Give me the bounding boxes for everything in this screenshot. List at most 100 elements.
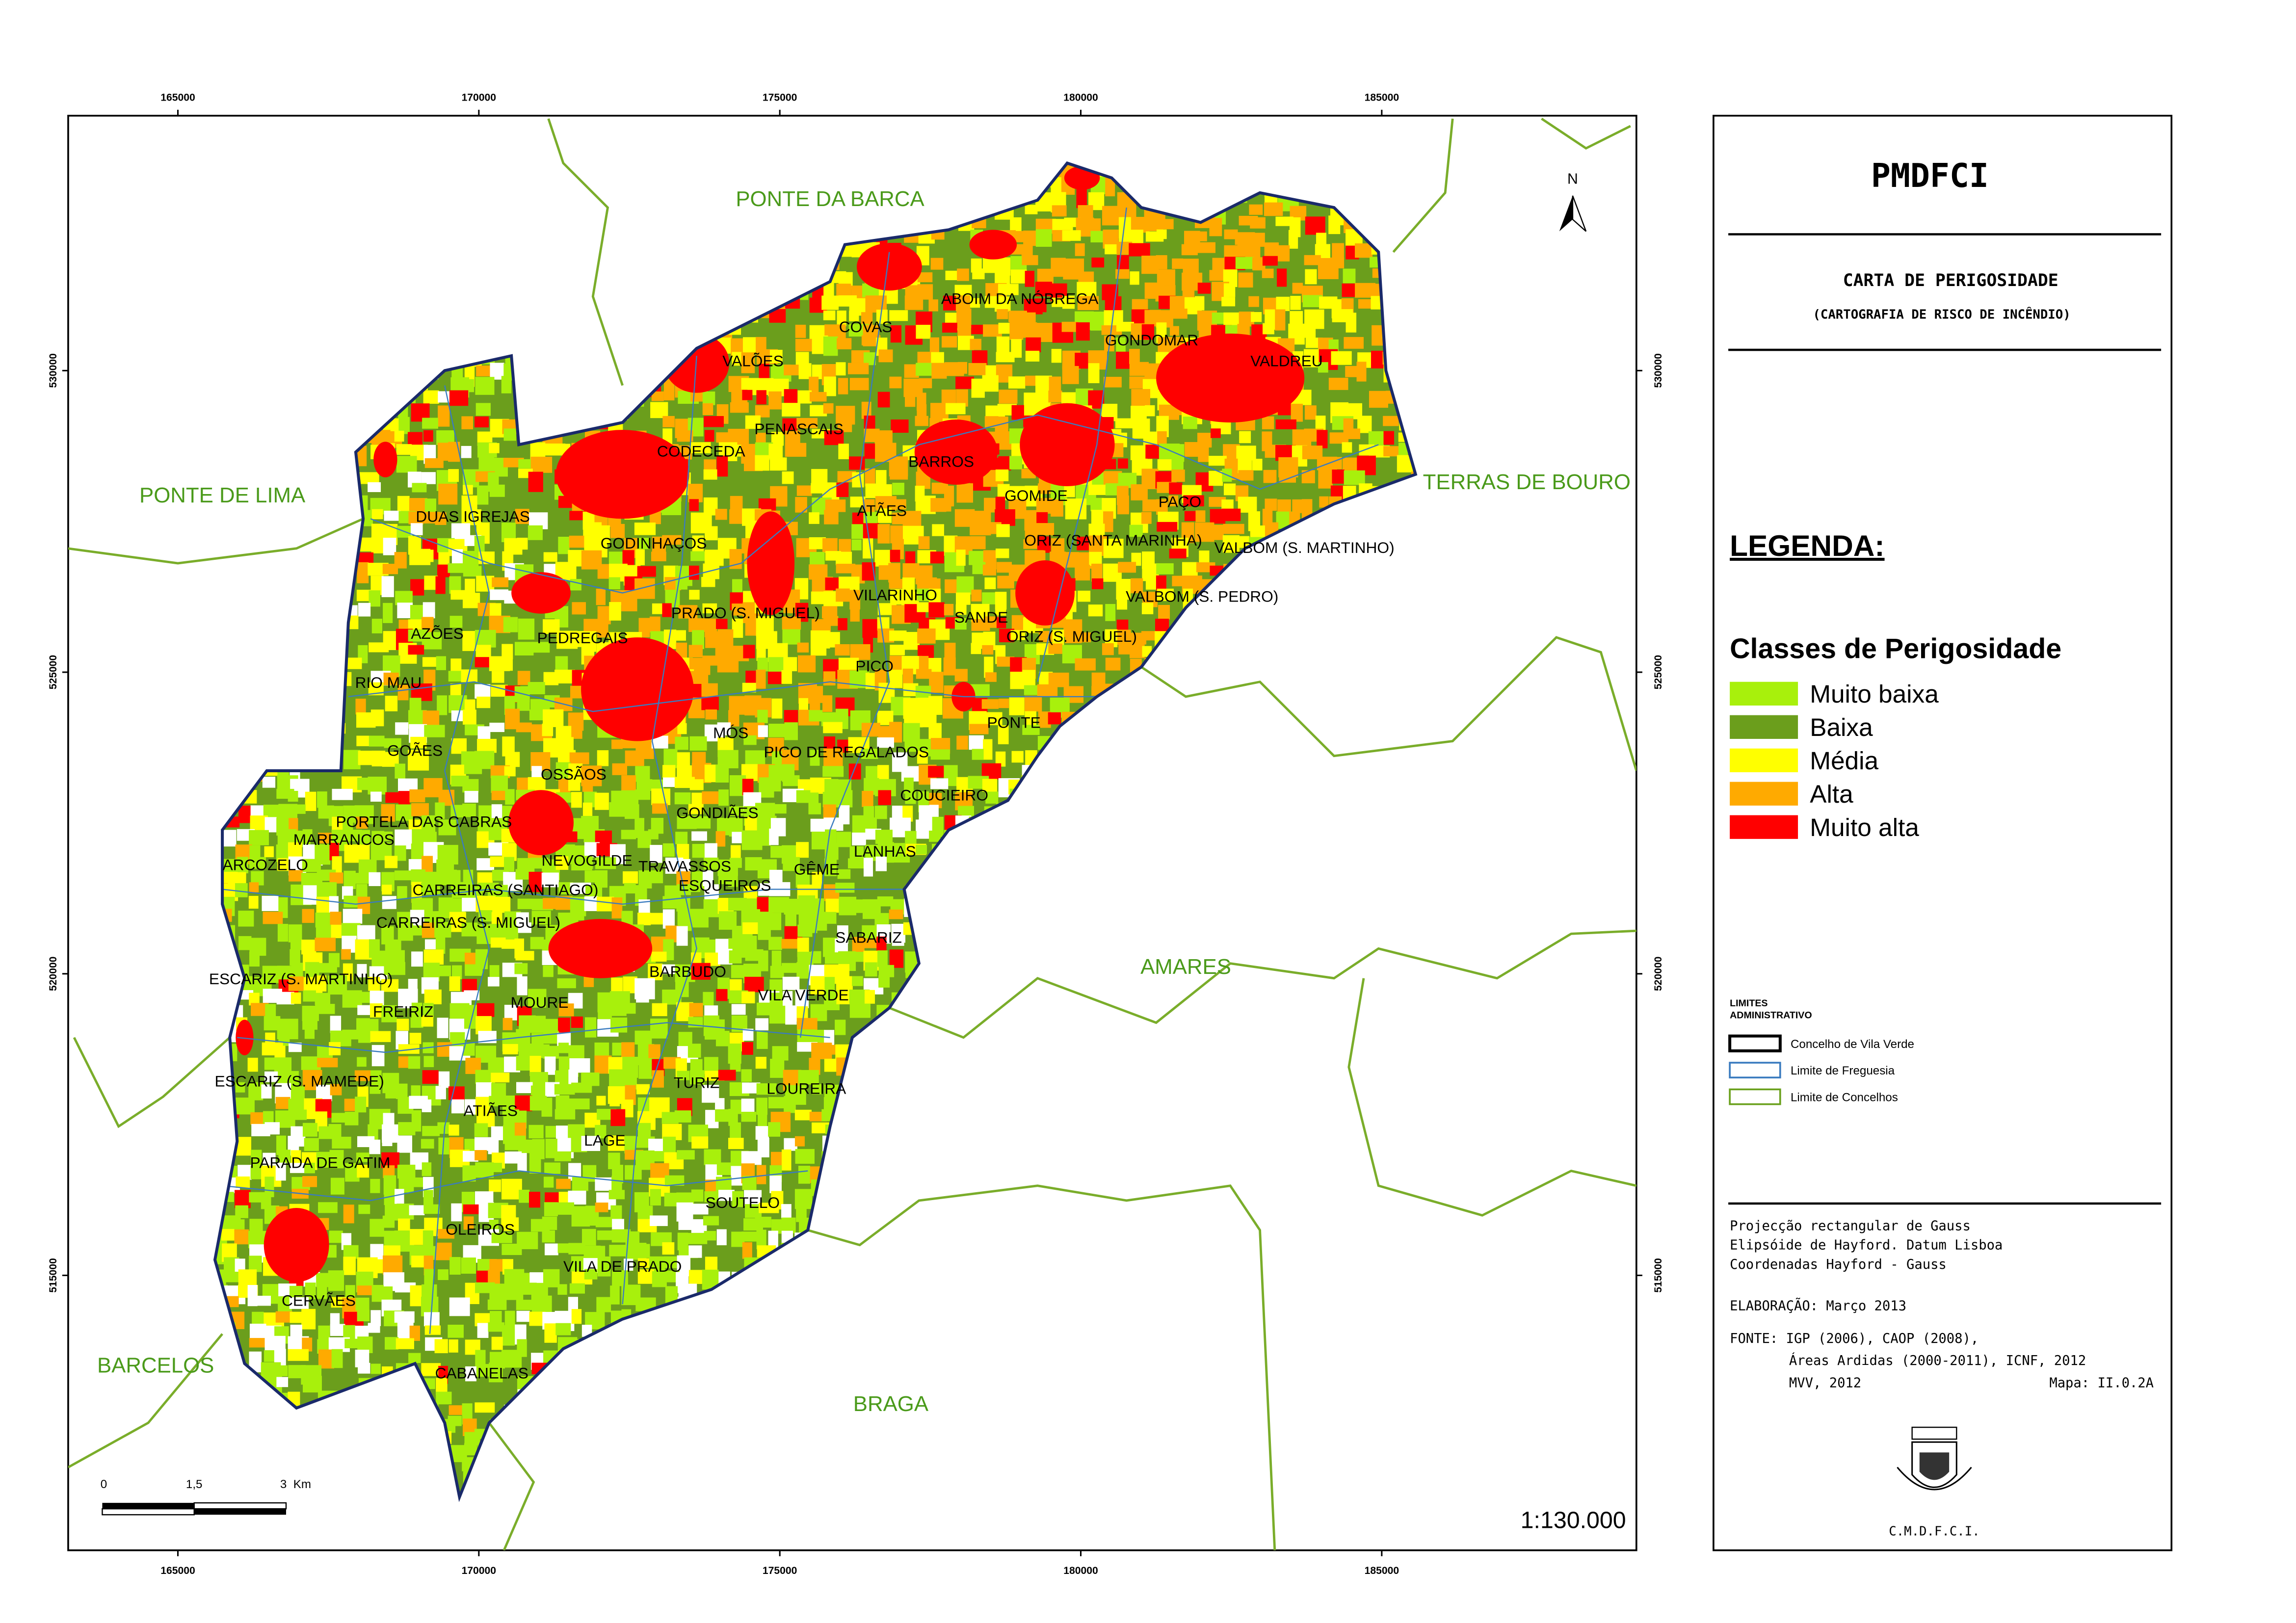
hazard-cell (555, 1202, 575, 1215)
hazard-cell (609, 1096, 620, 1106)
hazard-cell (302, 1017, 317, 1030)
hazard-cell (543, 1031, 559, 1044)
hazard-cell (742, 1242, 752, 1259)
hazard-cell (476, 576, 495, 592)
hazard-cell (930, 551, 944, 564)
hazard-cell (984, 577, 996, 589)
hazard-cell (995, 469, 1009, 481)
hazard-cell (718, 1070, 736, 1081)
hazard-cell (1209, 524, 1224, 540)
hazard-cell (757, 657, 768, 672)
hazard-cell (465, 964, 483, 976)
hazard-cell (332, 1136, 351, 1149)
hazard-cell (424, 939, 438, 949)
hazard-cell (544, 1243, 558, 1256)
hazard-cell (343, 1257, 356, 1275)
hazard-cell (956, 483, 974, 503)
hazard-cell (1328, 215, 1341, 235)
hazard-cell (837, 310, 846, 327)
hazard-cell (384, 856, 398, 868)
hazard-cell (970, 536, 986, 550)
hazard-cell (1238, 272, 1253, 288)
hazard-cell (623, 871, 638, 884)
hazard-cell (919, 378, 932, 389)
hazard-cell (944, 603, 954, 616)
hazard-cell (609, 1245, 628, 1257)
hazard-cell (503, 428, 516, 441)
hazard-cell (836, 551, 852, 566)
hazard-cell (517, 537, 528, 550)
hazard-cell (1145, 445, 1161, 459)
hazard-cell (569, 752, 589, 765)
hazard-cell (332, 788, 353, 800)
hazard-cell (623, 1003, 636, 1014)
hazard-cell (542, 1216, 557, 1230)
hazard-cell (302, 909, 315, 923)
hazard-cell (423, 390, 439, 404)
hazard-cell (368, 482, 381, 492)
hazard-cell (435, 576, 446, 594)
hazard-cell (1157, 229, 1167, 239)
hazard-cell (370, 791, 382, 802)
hazard-cell (928, 602, 945, 618)
hazard-cell (489, 443, 500, 453)
hazard-cell (1048, 391, 1062, 403)
hazard-cell (290, 1109, 307, 1120)
hazard-cell (1131, 484, 1148, 500)
hazard-cell (464, 763, 482, 774)
hazard-cell (824, 510, 839, 524)
hazard-cell (304, 1028, 315, 1039)
hazard-cell (703, 1216, 719, 1226)
hazard-cell (718, 789, 729, 806)
hazard-cell (771, 950, 782, 968)
hazard-cell (838, 444, 849, 459)
hazard-cell (772, 1046, 789, 1061)
hazard-cell (662, 843, 675, 857)
hazard-cell (358, 751, 374, 765)
hazard-cell (716, 432, 730, 443)
hazard-cell (702, 403, 713, 416)
hazard-cell (570, 579, 581, 591)
hazard-cell (477, 726, 491, 739)
hazard-cell (957, 362, 967, 374)
hazard-cell (996, 524, 1010, 537)
hazard-cell (1021, 245, 1033, 258)
hazard-cell (558, 537, 570, 554)
hazard-cell (621, 590, 637, 612)
hazard-cell (1009, 697, 1025, 715)
hazard-cell (1275, 419, 1296, 429)
hazard-cell (691, 831, 707, 841)
hazard-cell (968, 363, 987, 376)
hazard-cell (997, 576, 1014, 589)
hazard-cell (836, 362, 846, 376)
hazard-cell (357, 562, 369, 583)
hazard-cell (530, 456, 553, 473)
hazard-cell (755, 1018, 769, 1031)
hazard-cell (861, 335, 881, 345)
hazard-cell (889, 376, 902, 389)
hazard-cell (516, 722, 532, 733)
hazard-cell (398, 1122, 416, 1135)
hazard-cell (1197, 242, 1215, 253)
hazard-cell (514, 642, 534, 655)
hazard-cell (571, 723, 582, 739)
hazard-cell (1303, 325, 1316, 338)
hazard-cell (823, 336, 838, 356)
hazard-cell (794, 1109, 812, 1121)
hazard-cell (422, 550, 434, 562)
hazard-cell (877, 392, 890, 408)
hazard-cell (982, 645, 994, 655)
hazard-cell (1346, 313, 1357, 333)
hazard-cell (768, 937, 782, 950)
hazard-cell (771, 698, 783, 719)
hazard-cell (878, 349, 893, 363)
concelho-limit (807, 1184, 1276, 1550)
hazard-cell (1118, 562, 1136, 573)
hazard-cell (732, 352, 742, 366)
hazard-cell (1198, 443, 1209, 462)
hazard-cell (611, 897, 623, 918)
hazard-cell (438, 483, 458, 505)
hazard-cell (1330, 257, 1345, 268)
hazard-cell (1171, 469, 1185, 482)
hazard-cell (355, 1097, 367, 1113)
